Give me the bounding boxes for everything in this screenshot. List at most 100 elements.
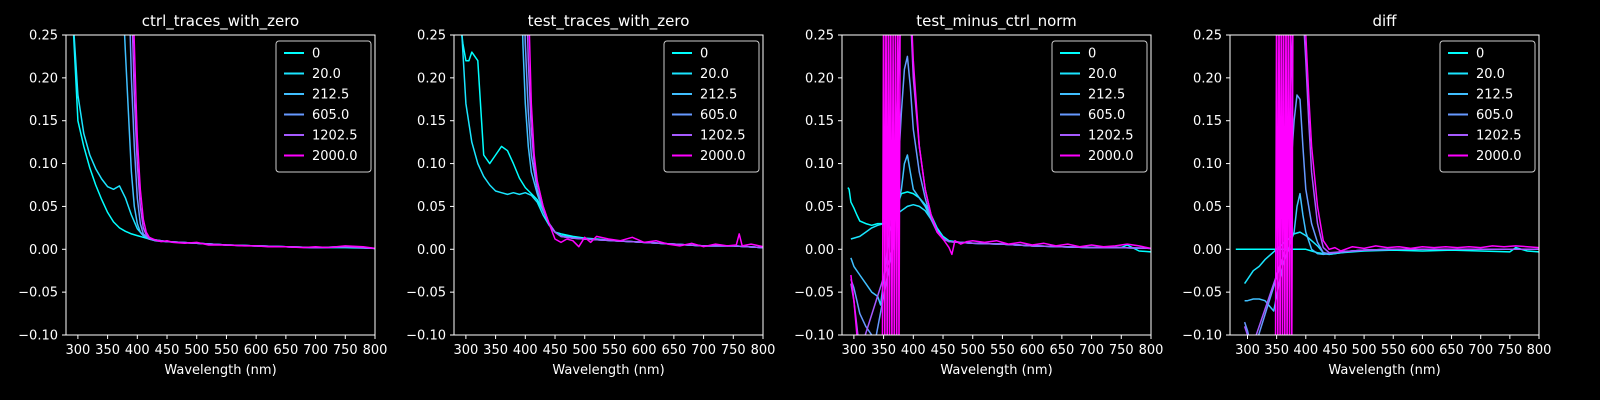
plot-frame [1229,34,1540,336]
legend-label: 0 [700,47,708,62]
y-tick-label: −0.10 [794,329,834,344]
x-tick-label: 450 [543,343,568,358]
x-tick-label: 550 [602,343,627,358]
x-tick-label: 700 [1468,343,1493,358]
plot-lines [72,35,375,250]
y-tick-label: 0.25 [417,29,446,44]
y-tick-label: 0.25 [805,29,834,44]
subplot-title: test_minus_ctrl_norm [916,12,1077,31]
x-tick-label: 700 [1079,343,1104,358]
x-tick-label: 350 [871,343,896,358]
legend-label: 212.5 [1088,88,1125,103]
x-tick-label: 750 [333,343,358,358]
x-tick-label: 300 [65,343,90,358]
x-axis-label: Wavelength (nm) [164,363,276,378]
plot-lines [847,35,1151,335]
series-line-5 [133,35,375,250]
x-tick-label: 600 [1020,343,1045,358]
y-tick-label: 0.20 [1193,71,1222,86]
x-tick-label: 550 [1381,343,1406,358]
legend-label: 20.0 [1088,67,1117,82]
x-tick-label: 300 [453,343,478,358]
x-tick-label: 300 [1235,343,1260,358]
subplot-title: diff [1372,12,1397,30]
series-line-5 [1274,35,1539,335]
x-tick-label: 750 [721,343,746,358]
x-tick-label: 800 [363,343,388,358]
x-tick-label: 400 [513,343,538,358]
y-tick-label: 0.15 [1193,114,1222,129]
legend-label: 1202.5 [1088,129,1134,144]
x-tick-label: 350 [483,343,508,358]
y-tick-label: 0.25 [29,29,58,44]
legend-label: 212.5 [312,88,349,103]
legend-label: 212.5 [700,88,737,103]
legend-label: 2000.0 [1088,149,1134,164]
x-tick-label: 600 [632,343,657,358]
y-tick-label: 0.05 [417,200,446,215]
y-tick-label: 0.10 [417,157,446,172]
y-tick-label: 0.10 [805,157,834,172]
x-tick-label: 800 [751,343,776,358]
x-tick-label: 350 [95,343,120,358]
y-tick-label: 0.15 [805,114,834,129]
y-tick-label: 0.05 [29,200,58,215]
x-tick-label: 450 [931,343,956,358]
legend: 0 20.0 212.5 605.0 1202.5 2000.0 [663,40,760,173]
legend-label: 605.0 [312,108,349,123]
x-tick-label: 700 [303,343,328,358]
subplot-test-minus-ctrl-norm: test_minus_ctrl_norm Wavelength (nm) 300… [794,12,1164,378]
legend-label: 20.0 [312,67,341,82]
legend: 0 20.0 212.5 605.0 1202.5 2000.0 [1051,40,1148,173]
legend-label: 0 [312,47,320,62]
y-tick-label: 0.10 [29,157,58,172]
plot-frame [65,34,376,336]
x-axis-label: Wavelength (nm) [1328,363,1440,378]
x-tick-label: 800 [1139,343,1164,358]
y-tick-label: 0.20 [29,71,58,86]
legend-label: 1202.5 [1476,129,1522,144]
legend-label: 2000.0 [1476,149,1522,164]
legend-label: 0 [1476,47,1484,62]
legend-label: 2000.0 [312,149,358,164]
legend-label: 1202.5 [312,129,358,144]
x-tick-label: 500 [572,343,597,358]
x-tick-label: 600 [244,343,269,358]
x-tick-label: 300 [841,343,866,358]
x-tick-label: 400 [901,343,926,358]
plot-lines [1235,35,1539,335]
x-tick-label: 450 [155,343,180,358]
y-tick-label: 0.00 [805,243,834,258]
y-tick-label: 0.15 [417,114,446,129]
legend-label: 605.0 [1088,108,1125,123]
legend: 0 20.0 212.5 605.0 1202.5 2000.0 [275,40,372,173]
y-tick-label: −0.10 [1182,329,1222,344]
legend-label: 20.0 [1476,67,1505,82]
x-axis-label: Wavelength (nm) [552,363,664,378]
x-tick-label: 650 [273,343,298,358]
y-tick-label: 0.20 [417,71,446,86]
subplot-title: ctrl_traces_with_zero [142,12,299,31]
series-line-5 [850,35,1151,335]
legend-label: 605.0 [1476,108,1513,123]
y-tick-label: 0.25 [1193,29,1222,44]
x-tick-label: 700 [691,343,716,358]
y-tick-label: 0.00 [1193,243,1222,258]
x-tick-label: 500 [1352,343,1377,358]
y-tick-label: 0.00 [29,243,58,258]
legend-label: 20.0 [700,67,729,82]
subplot-test-traces: test_traces_with_zero Wavelength (nm) 30… [406,12,776,378]
x-tick-label: 550 [214,343,239,358]
plot-frame [841,34,1152,336]
y-tick-label: 0.00 [417,243,446,258]
x-tick-label: 400 [1293,343,1318,358]
subplot-title: test_traces_with_zero [528,12,690,31]
y-tick-label: −0.05 [406,286,446,301]
plot-frame [453,34,764,336]
x-tick-label: 650 [1049,343,1074,358]
y-tick-label: 0.15 [29,114,58,129]
x-tick-label: 500 [960,343,985,358]
x-tick-label: 750 [1497,343,1522,358]
x-tick-label: 750 [1109,343,1134,358]
